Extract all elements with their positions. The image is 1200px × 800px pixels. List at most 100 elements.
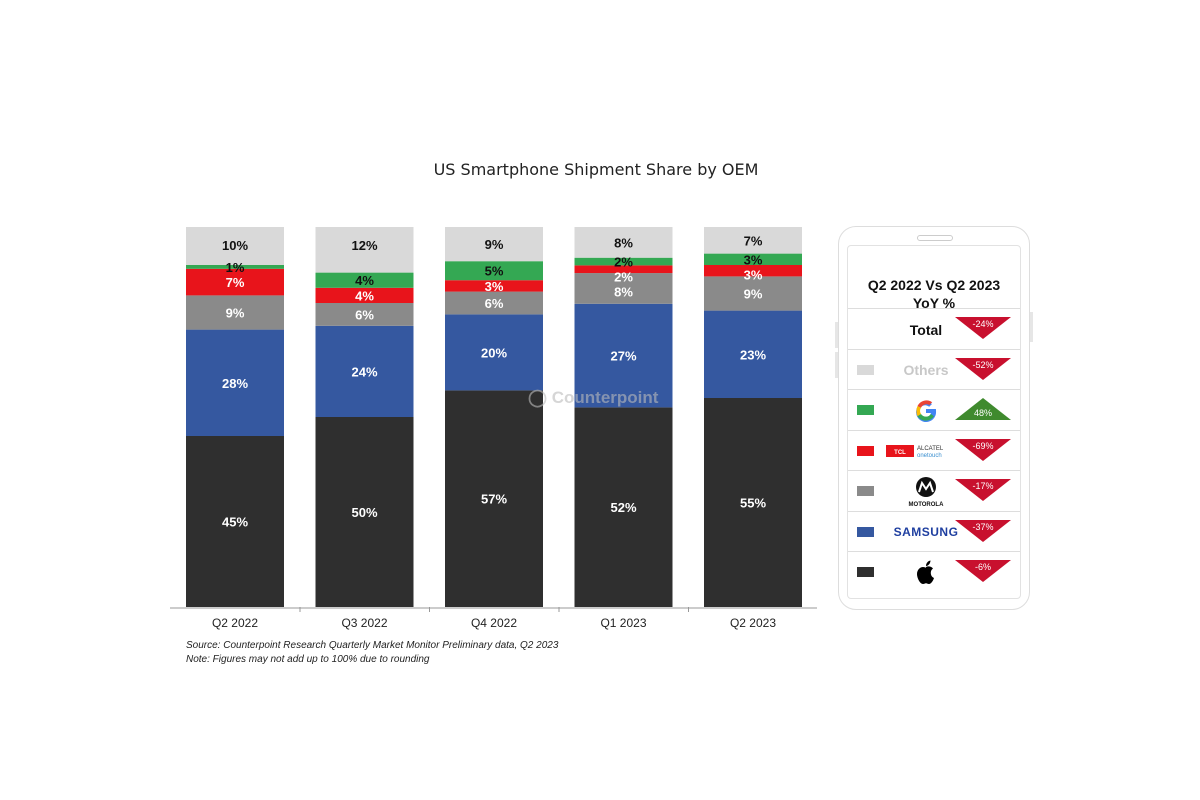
yoy-change-down-arrow: -37% (955, 519, 1011, 542)
rounding-note: Note: Figures may not add up to 100% due… (186, 654, 430, 665)
bar-segment-others (315, 227, 414, 273)
legend-swatch (857, 526, 874, 537)
legend-swatch (857, 567, 874, 577)
svg-text:MOTOROLA: MOTOROLA (909, 502, 945, 508)
yoy-value: -52% (972, 360, 993, 370)
bar-segment-google (704, 253, 802, 265)
watermark-logo: ◯ Counterpoint (528, 388, 659, 407)
svg-text:SAMSUNG: SAMSUNG (894, 525, 959, 539)
source-note: Source: Counterpoint Research Quarterly … (186, 640, 559, 651)
bar-segment-motorola (445, 291, 543, 315)
data-label: 6% (485, 296, 504, 311)
bar-segment-motorola (574, 273, 673, 304)
phone-screen: Q2 2022 Vs Q2 2023 YoY % Total -24% Others… (847, 245, 1021, 599)
data-label: 9% (226, 306, 245, 321)
brand-label-text: Total (909, 321, 943, 338)
bar-segment-google (315, 272, 414, 288)
data-label: 27% (610, 349, 636, 364)
bar-segment-google (574, 257, 673, 266)
bar-segment-samsung (445, 314, 543, 391)
yoy-title: Q2 2022 Vs Q2 2023 YoY % (867, 277, 1001, 311)
data-label: 6% (355, 307, 374, 322)
yoy-row-tcl: TCL ALCATEL onetouch -69% (848, 429, 1020, 472)
yoy-value: 48% (974, 408, 992, 418)
data-label: 2% (614, 270, 633, 285)
google-logo (878, 390, 974, 431)
data-label: 12% (351, 238, 377, 253)
yoy-change-down-arrow: -69% (955, 438, 1011, 461)
bar-segment-motorola (186, 295, 284, 330)
bar-segment-apple (186, 436, 284, 607)
svg-text:onetouch: onetouch (917, 453, 942, 459)
brand-label-text: Others (903, 362, 949, 378)
data-label: 7% (226, 275, 245, 290)
bar-segment-google (445, 261, 543, 281)
bar-segment-apple (315, 417, 414, 607)
data-label: 52% (610, 500, 636, 515)
yoy-value: -17% (972, 481, 993, 491)
svg-text:ALCATEL: ALCATEL (917, 446, 944, 452)
bar-segment-samsung (315, 325, 414, 417)
brand-label: Total (878, 309, 974, 350)
bar-segment-tcl (186, 268, 284, 296)
bar-segment-samsung (186, 329, 284, 436)
bar-segment-others (574, 227, 673, 258)
data-label: 2% (614, 255, 633, 270)
data-label: 20% (481, 345, 507, 360)
yoy-value: -6% (975, 562, 991, 572)
x-tick-label: Q2 2023 (730, 616, 776, 630)
yoy-phone-panel: Q2 2022 Vs Q2 2023 YoY % Total -24% Others… (835, 226, 1033, 610)
bar-segment-google (186, 265, 284, 269)
bar-segment-apple (704, 398, 802, 607)
svg-text:TCL: TCL (894, 450, 906, 456)
bar-segment-apple (574, 407, 673, 607)
yoy-row-google: 48% (848, 389, 1020, 431)
data-label: 8% (614, 235, 633, 250)
yoy-row-apple: -6% (848, 551, 1020, 593)
yoy-value: -69% (972, 441, 993, 451)
phone-side-button (1030, 312, 1033, 342)
bar-segment-tcl (574, 265, 673, 274)
data-label: 4% (355, 273, 374, 288)
tcl-alcatel-logo: TCL ALCATEL onetouch (878, 431, 974, 472)
data-label: 3% (744, 252, 763, 267)
bar-segment-samsung (704, 310, 802, 398)
yoy-change-down-arrow: -6% (955, 560, 1011, 582)
phone-side-button (835, 352, 838, 378)
data-label: 57% (481, 492, 507, 507)
data-label: 5% (485, 264, 504, 279)
data-label: 50% (351, 505, 377, 520)
legend-swatch (857, 445, 874, 456)
apple-logo (878, 552, 974, 593)
bar-segment-others (186, 227, 284, 265)
yoy-change-down-arrow: -52% (955, 357, 1011, 380)
phone-speaker (917, 235, 953, 241)
yoy-change-down-arrow: -17% (955, 479, 1011, 501)
legend-swatch (857, 486, 874, 496)
yoy-value: -24% (972, 319, 993, 329)
x-tick-label: Q2 2022 (212, 616, 258, 630)
bar-segment-apple (445, 390, 543, 607)
bar-segment-samsung (574, 303, 673, 408)
data-label: 4% (355, 288, 374, 303)
data-label: 10% (222, 238, 248, 253)
x-tick-label: Q1 2023 (600, 616, 646, 630)
yoy-row-total: Total -24% (848, 308, 1020, 350)
data-label: 45% (222, 515, 248, 530)
stacked-bar-chart: 10%1%7%9%28%45%Q2 202212%4%4%6%24%50%Q3 … (170, 227, 817, 630)
yoy-value: -37% (972, 522, 993, 532)
yoy-row-others: Others -52% (848, 348, 1020, 391)
bar-segment-tcl (445, 280, 543, 292)
yoy-change-down-arrow: -24% (955, 317, 1011, 339)
x-tick-label: Q3 2022 (341, 616, 387, 630)
chart-title: US Smartphone Shipment Share by OEM (433, 160, 759, 179)
data-label: 55% (740, 496, 766, 511)
yoy-change-up-arrow: 48% (955, 398, 1011, 420)
bar-segment-others (704, 227, 802, 254)
legend-swatch (857, 405, 874, 415)
samsung-logo: SAMSUNG (878, 512, 974, 553)
data-label: 9% (744, 287, 763, 302)
legend-swatch (857, 364, 874, 375)
data-label: 23% (740, 347, 766, 362)
data-label: 3% (744, 267, 763, 282)
